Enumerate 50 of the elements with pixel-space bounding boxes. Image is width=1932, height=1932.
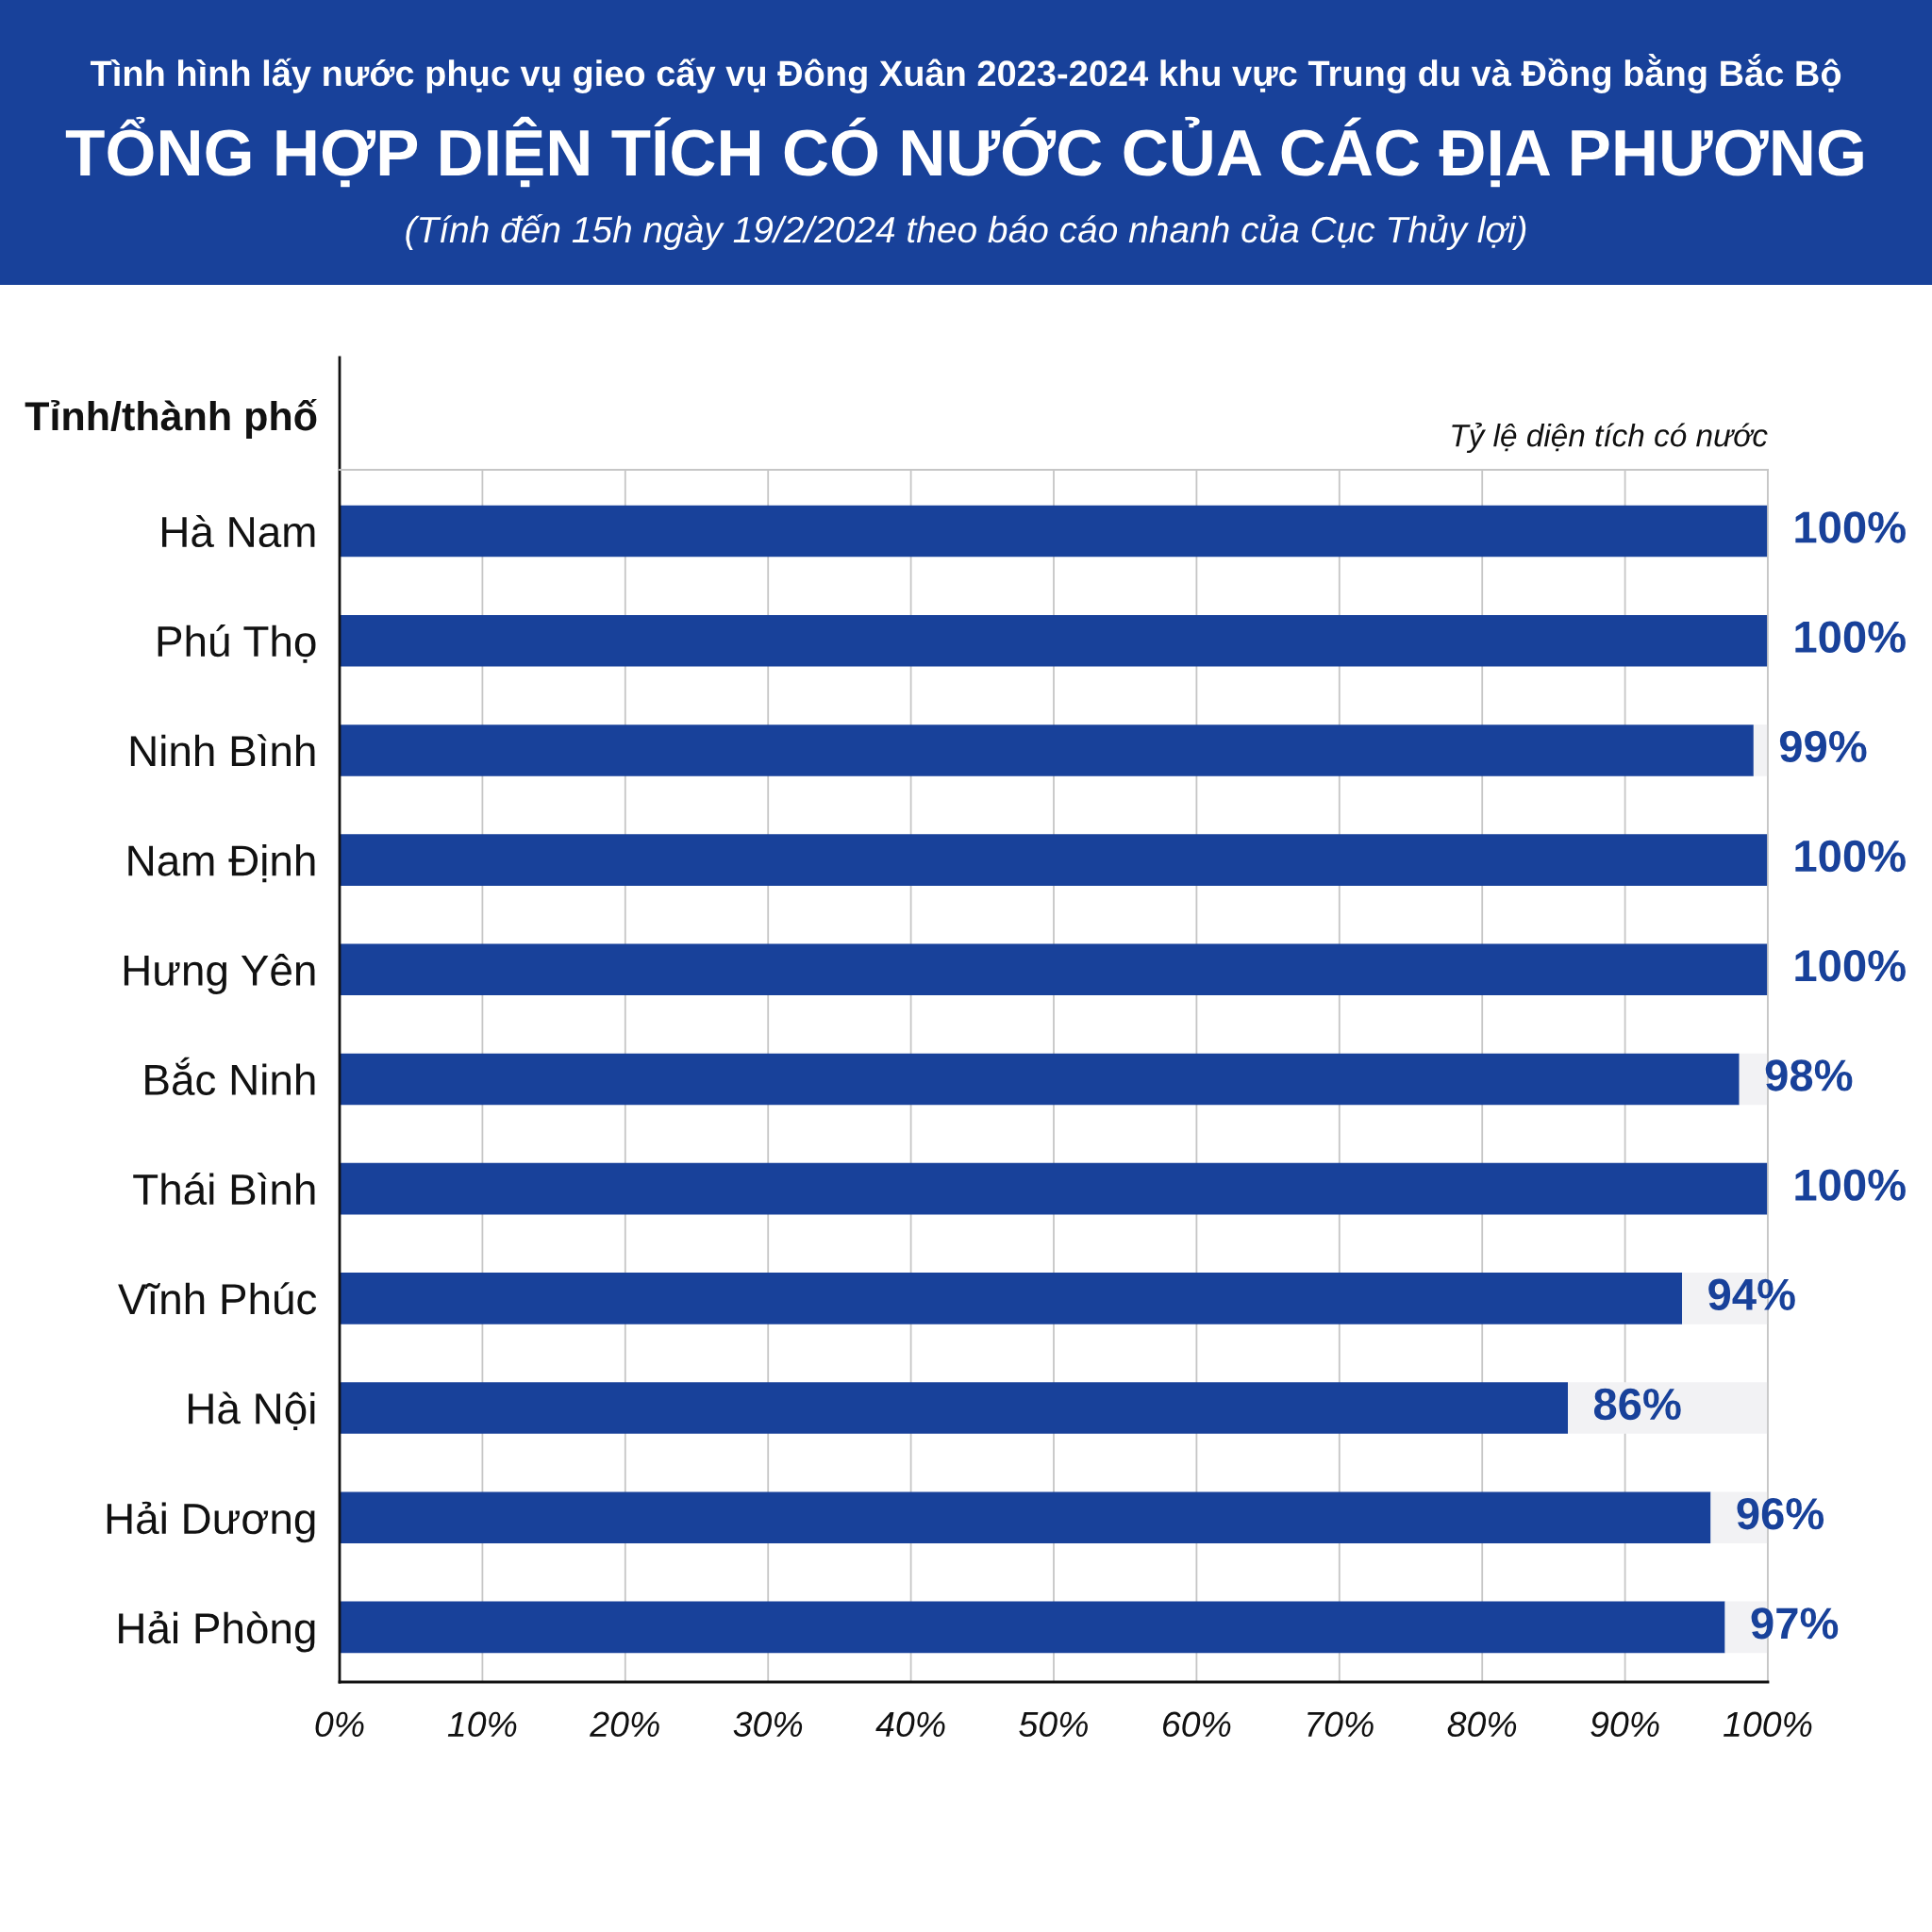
chart-subtitle: (Tính đến 15h ngày 19/2/2024 theo báo cáo nhanh của Cục Thủy lợi): [406, 214, 1526, 250]
y-tick-label: Hưng Yên: [124, 954, 315, 994]
data-label: 100%: [1795, 950, 1906, 982]
chart-title: TỔNG HỢP DIỆN TÍCH CÓ NƯỚC CỦA CÁC ĐỊA PHƯƠNG: [65, 116, 1863, 188]
y-tick-label: Hà Nam: [162, 514, 315, 548]
text: Tình hình lấy nước phục vụ gieo cấy vụ Đông Xuân 2023-2024 khu vực Trung du và Đồng bằng Bắc Bộ: [90, 54, 1841, 93]
x-tick-label: 10%: [447, 1711, 517, 1738]
x-tick-label: 80%: [1447, 1711, 1517, 1738]
bar: [340, 1053, 1740, 1106]
data-label: 96%: [1737, 1497, 1824, 1530]
data-label: 100%: [1795, 1169, 1906, 1201]
y-tick-label: Bắc Ninh: [145, 1057, 315, 1096]
x-axis-title: Tỷ lệ diện tích có nước: [1452, 422, 1768, 454]
x-tick-label: 70%: [1307, 1711, 1374, 1738]
bar: [1753, 724, 1768, 776]
bar: [340, 943, 1768, 996]
bar: [340, 1601, 1725, 1654]
y-tick-label: Nam Định: [128, 844, 315, 883]
bar: [340, 1382, 1569, 1434]
bar: [340, 614, 1768, 667]
x-tick-label: 90%: [1591, 1711, 1659, 1738]
y-tick-label: Phú Thọ: [158, 625, 316, 663]
y-tick-label: Ninh Bình: [130, 734, 315, 767]
data-label: 99%: [1779, 730, 1867, 763]
x-tick-label: 40%: [875, 1711, 945, 1738]
data-label: 98%: [1765, 1059, 1853, 1091]
bar: [340, 1162, 1768, 1215]
y-tick-label: Hà Nội: [189, 1391, 315, 1431]
bar: [340, 505, 1768, 558]
bar: [340, 834, 1768, 886]
data-label: 100%: [1795, 511, 1906, 543]
x-tick-label: 0%: [315, 1711, 364, 1738]
data-label: 94%: [1708, 1278, 1795, 1311]
y-tick-label: Vĩnh Phúc: [118, 1282, 317, 1315]
y-axis-title: Tỉnh/thành phố: [25, 398, 317, 440]
data-label: 100%: [1795, 840, 1906, 873]
x-tick-label: 50%: [1019, 1711, 1088, 1738]
y-tick-label: Thái Bình: [133, 1173, 315, 1206]
bar: [340, 724, 1754, 776]
x-tick-label: 100%: [1724, 1711, 1812, 1738]
x-tick-label: 60%: [1162, 1711, 1231, 1738]
y-tick-label: Hải Dương: [107, 1501, 315, 1543]
data-label: 86%: [1593, 1388, 1681, 1421]
data-label: 100%: [1795, 621, 1906, 653]
x-tick-label: 30%: [733, 1711, 803, 1738]
bar: [340, 1491, 1711, 1544]
y-tick-label: Hải Phòng: [119, 1610, 315, 1653]
data-label: 97%: [1751, 1607, 1839, 1640]
bar: [340, 1273, 1683, 1324]
x-tick-label: 20%: [590, 1711, 659, 1738]
